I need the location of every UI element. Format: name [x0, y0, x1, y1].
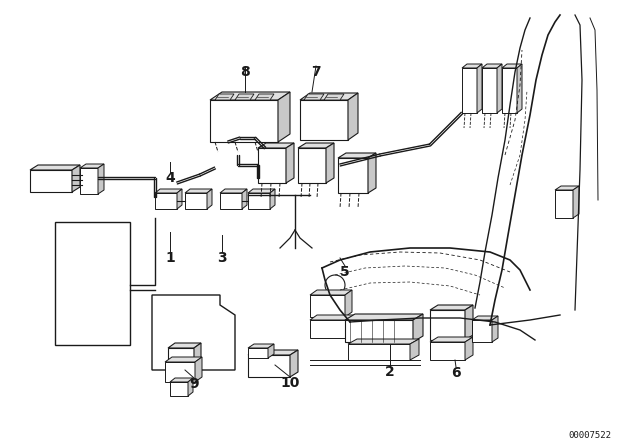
Polygon shape	[80, 168, 98, 194]
Polygon shape	[413, 314, 423, 342]
Polygon shape	[155, 193, 177, 209]
Polygon shape	[304, 94, 324, 100]
Polygon shape	[555, 186, 579, 190]
Polygon shape	[517, 64, 522, 113]
Polygon shape	[72, 165, 80, 192]
Text: 5: 5	[340, 265, 350, 279]
Polygon shape	[248, 348, 268, 358]
Polygon shape	[248, 189, 275, 193]
Polygon shape	[168, 343, 201, 348]
Text: 10: 10	[280, 376, 300, 390]
Polygon shape	[185, 193, 207, 209]
Polygon shape	[258, 148, 286, 183]
Polygon shape	[155, 189, 182, 193]
Polygon shape	[270, 189, 275, 209]
Polygon shape	[220, 189, 247, 193]
Polygon shape	[430, 310, 465, 340]
Polygon shape	[430, 305, 473, 310]
Polygon shape	[220, 193, 242, 209]
Polygon shape	[248, 344, 274, 348]
Polygon shape	[248, 350, 298, 355]
Polygon shape	[300, 93, 358, 100]
Text: 00007522: 00007522	[568, 431, 611, 439]
Polygon shape	[286, 143, 294, 183]
Polygon shape	[502, 64, 522, 68]
Polygon shape	[170, 378, 193, 382]
Polygon shape	[188, 378, 193, 396]
Polygon shape	[242, 189, 247, 209]
Polygon shape	[310, 320, 348, 338]
Polygon shape	[345, 314, 423, 320]
Polygon shape	[555, 190, 573, 218]
Polygon shape	[268, 344, 274, 358]
Polygon shape	[165, 362, 195, 382]
Polygon shape	[30, 165, 80, 170]
Polygon shape	[338, 153, 376, 158]
Polygon shape	[98, 164, 104, 194]
Polygon shape	[195, 357, 202, 382]
Polygon shape	[248, 355, 290, 377]
Polygon shape	[338, 158, 368, 193]
Polygon shape	[170, 382, 188, 396]
Polygon shape	[255, 94, 274, 100]
Polygon shape	[477, 64, 482, 113]
Polygon shape	[168, 348, 194, 380]
Polygon shape	[482, 64, 502, 68]
Polygon shape	[207, 189, 212, 209]
Text: 4: 4	[165, 171, 175, 185]
Polygon shape	[410, 339, 419, 360]
Polygon shape	[430, 342, 465, 360]
Polygon shape	[326, 143, 334, 183]
Polygon shape	[298, 143, 334, 148]
Polygon shape	[80, 164, 104, 168]
Polygon shape	[348, 344, 410, 360]
Text: 1: 1	[165, 251, 175, 265]
Polygon shape	[348, 93, 358, 140]
Polygon shape	[368, 153, 376, 193]
Polygon shape	[492, 316, 498, 342]
Polygon shape	[324, 94, 344, 100]
Polygon shape	[465, 337, 473, 360]
Polygon shape	[185, 189, 212, 193]
Text: 3: 3	[217, 251, 227, 265]
Polygon shape	[348, 339, 419, 344]
Polygon shape	[310, 315, 355, 320]
Text: 8: 8	[240, 65, 250, 79]
Polygon shape	[502, 68, 517, 113]
Polygon shape	[497, 64, 502, 113]
Polygon shape	[462, 68, 477, 113]
Polygon shape	[465, 305, 473, 340]
Polygon shape	[30, 170, 72, 192]
Polygon shape	[310, 290, 352, 295]
Polygon shape	[165, 357, 202, 362]
Polygon shape	[248, 193, 270, 209]
Polygon shape	[298, 148, 326, 183]
Polygon shape	[472, 320, 492, 342]
Polygon shape	[235, 94, 254, 100]
Polygon shape	[258, 143, 294, 148]
Polygon shape	[290, 350, 298, 377]
Polygon shape	[430, 337, 473, 342]
Polygon shape	[278, 92, 290, 142]
Text: 9: 9	[189, 377, 199, 391]
Text: 7: 7	[311, 65, 321, 79]
Polygon shape	[177, 189, 182, 209]
Polygon shape	[215, 94, 234, 100]
Polygon shape	[300, 100, 348, 140]
Polygon shape	[210, 92, 290, 100]
Polygon shape	[482, 68, 497, 113]
Polygon shape	[573, 186, 579, 218]
Polygon shape	[472, 316, 498, 320]
Polygon shape	[462, 64, 482, 68]
Polygon shape	[348, 315, 355, 338]
Text: 2: 2	[385, 365, 395, 379]
Polygon shape	[345, 290, 352, 317]
Polygon shape	[194, 343, 201, 380]
Polygon shape	[210, 100, 278, 142]
Polygon shape	[345, 320, 413, 342]
Polygon shape	[310, 295, 345, 317]
Text: 6: 6	[451, 366, 461, 380]
